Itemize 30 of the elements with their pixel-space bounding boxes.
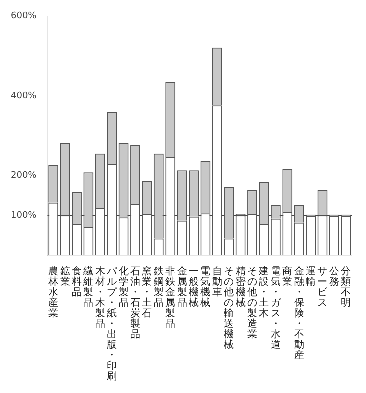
x-tick-label: 精密機械 xyxy=(236,265,246,309)
x-tick-label: 繊維製品 xyxy=(82,265,94,309)
x-tick-label: 金属製品 xyxy=(177,265,188,309)
x-tick-label: 農林水産業 xyxy=(48,265,59,320)
x-tick-label: 非鉄金属製品 xyxy=(166,265,176,330)
y-tick-label: 200% xyxy=(10,171,38,182)
y-tick-label: 600% xyxy=(10,12,38,22)
x-tick-label: 公務 xyxy=(329,265,340,288)
x-tick-label: 建設・土木 xyxy=(258,265,270,320)
x-tick-label: 商業 xyxy=(282,265,293,288)
y-tick-label: 400% xyxy=(10,91,38,102)
x-tick-label: 窯業・土石 xyxy=(142,265,152,320)
x-tick-label: 木材・木製品 xyxy=(94,265,106,330)
x-tick-label: その他の製造業 xyxy=(248,266,258,340)
x-tick-label: サービス xyxy=(318,266,329,309)
x-tick-label: 鉄鋼製品 xyxy=(154,265,164,309)
x-tick-label: 石油・石炭製品 xyxy=(130,266,140,340)
x-tick-label: 食料品 xyxy=(72,265,82,298)
x-tick-label: その他の輸送機械 xyxy=(224,266,234,351)
category-label: パルプ・紙・出版・印刷 xyxy=(107,266,118,382)
x-tick-label: 一般機械 xyxy=(189,266,200,309)
x-tick-label: 運輸 xyxy=(306,265,316,288)
category-label: 金融・保険・不動産 xyxy=(294,266,304,362)
x-tick-label: 鉱業 xyxy=(60,265,70,288)
x-tick-label: 電気・ガス・水道 xyxy=(270,266,282,351)
y-tick-label: 100% xyxy=(10,210,38,221)
x-tick-label: 自動車 xyxy=(212,265,222,298)
x-tick-label: 分類不明 xyxy=(341,265,352,309)
x-tick-label: 化学製品 xyxy=(118,265,129,309)
x-tick-label: 電気機械 xyxy=(200,266,211,309)
